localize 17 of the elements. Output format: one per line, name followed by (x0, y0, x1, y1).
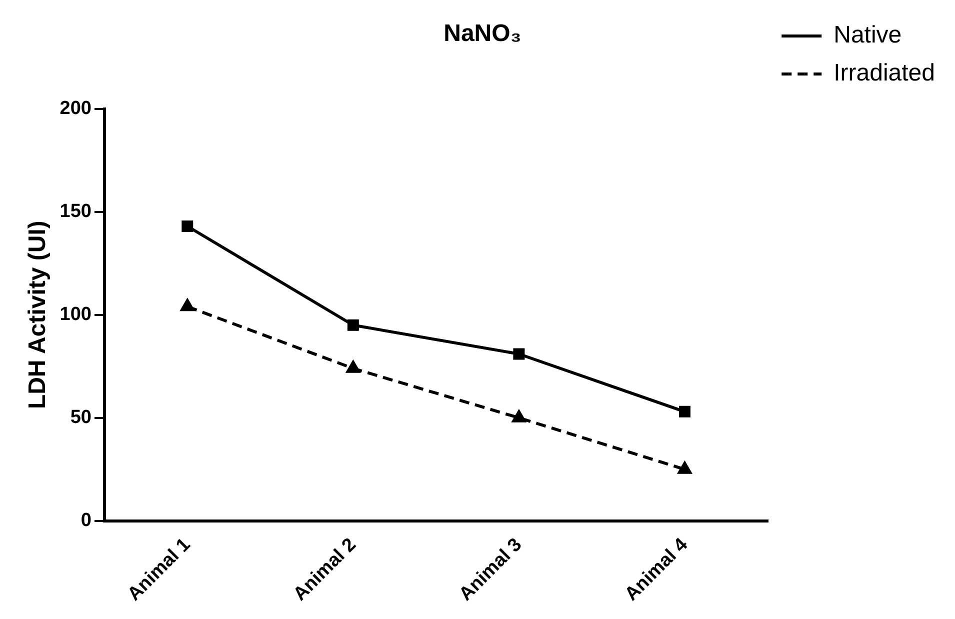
point (512, 410, 526, 422)
y-axis-title: LDH Activity (UI) (24, 220, 52, 410)
y-tick-label: 150 (60, 201, 92, 222)
y-tick-label: 50 (70, 407, 92, 428)
chart-title: NaNO₃ (444, 20, 522, 48)
point (347, 319, 359, 331)
point (513, 348, 525, 360)
point (678, 462, 692, 474)
legend-label: Native (834, 22, 902, 49)
y-tick-label: 0 (80, 510, 92, 532)
point (346, 360, 360, 373)
y-tick-label: 200 (60, 98, 92, 120)
y-tick-label: 100 (60, 304, 92, 326)
point (182, 220, 194, 232)
point (678, 406, 690, 418)
point (180, 299, 194, 312)
legend-label: Irradiated (834, 60, 935, 87)
